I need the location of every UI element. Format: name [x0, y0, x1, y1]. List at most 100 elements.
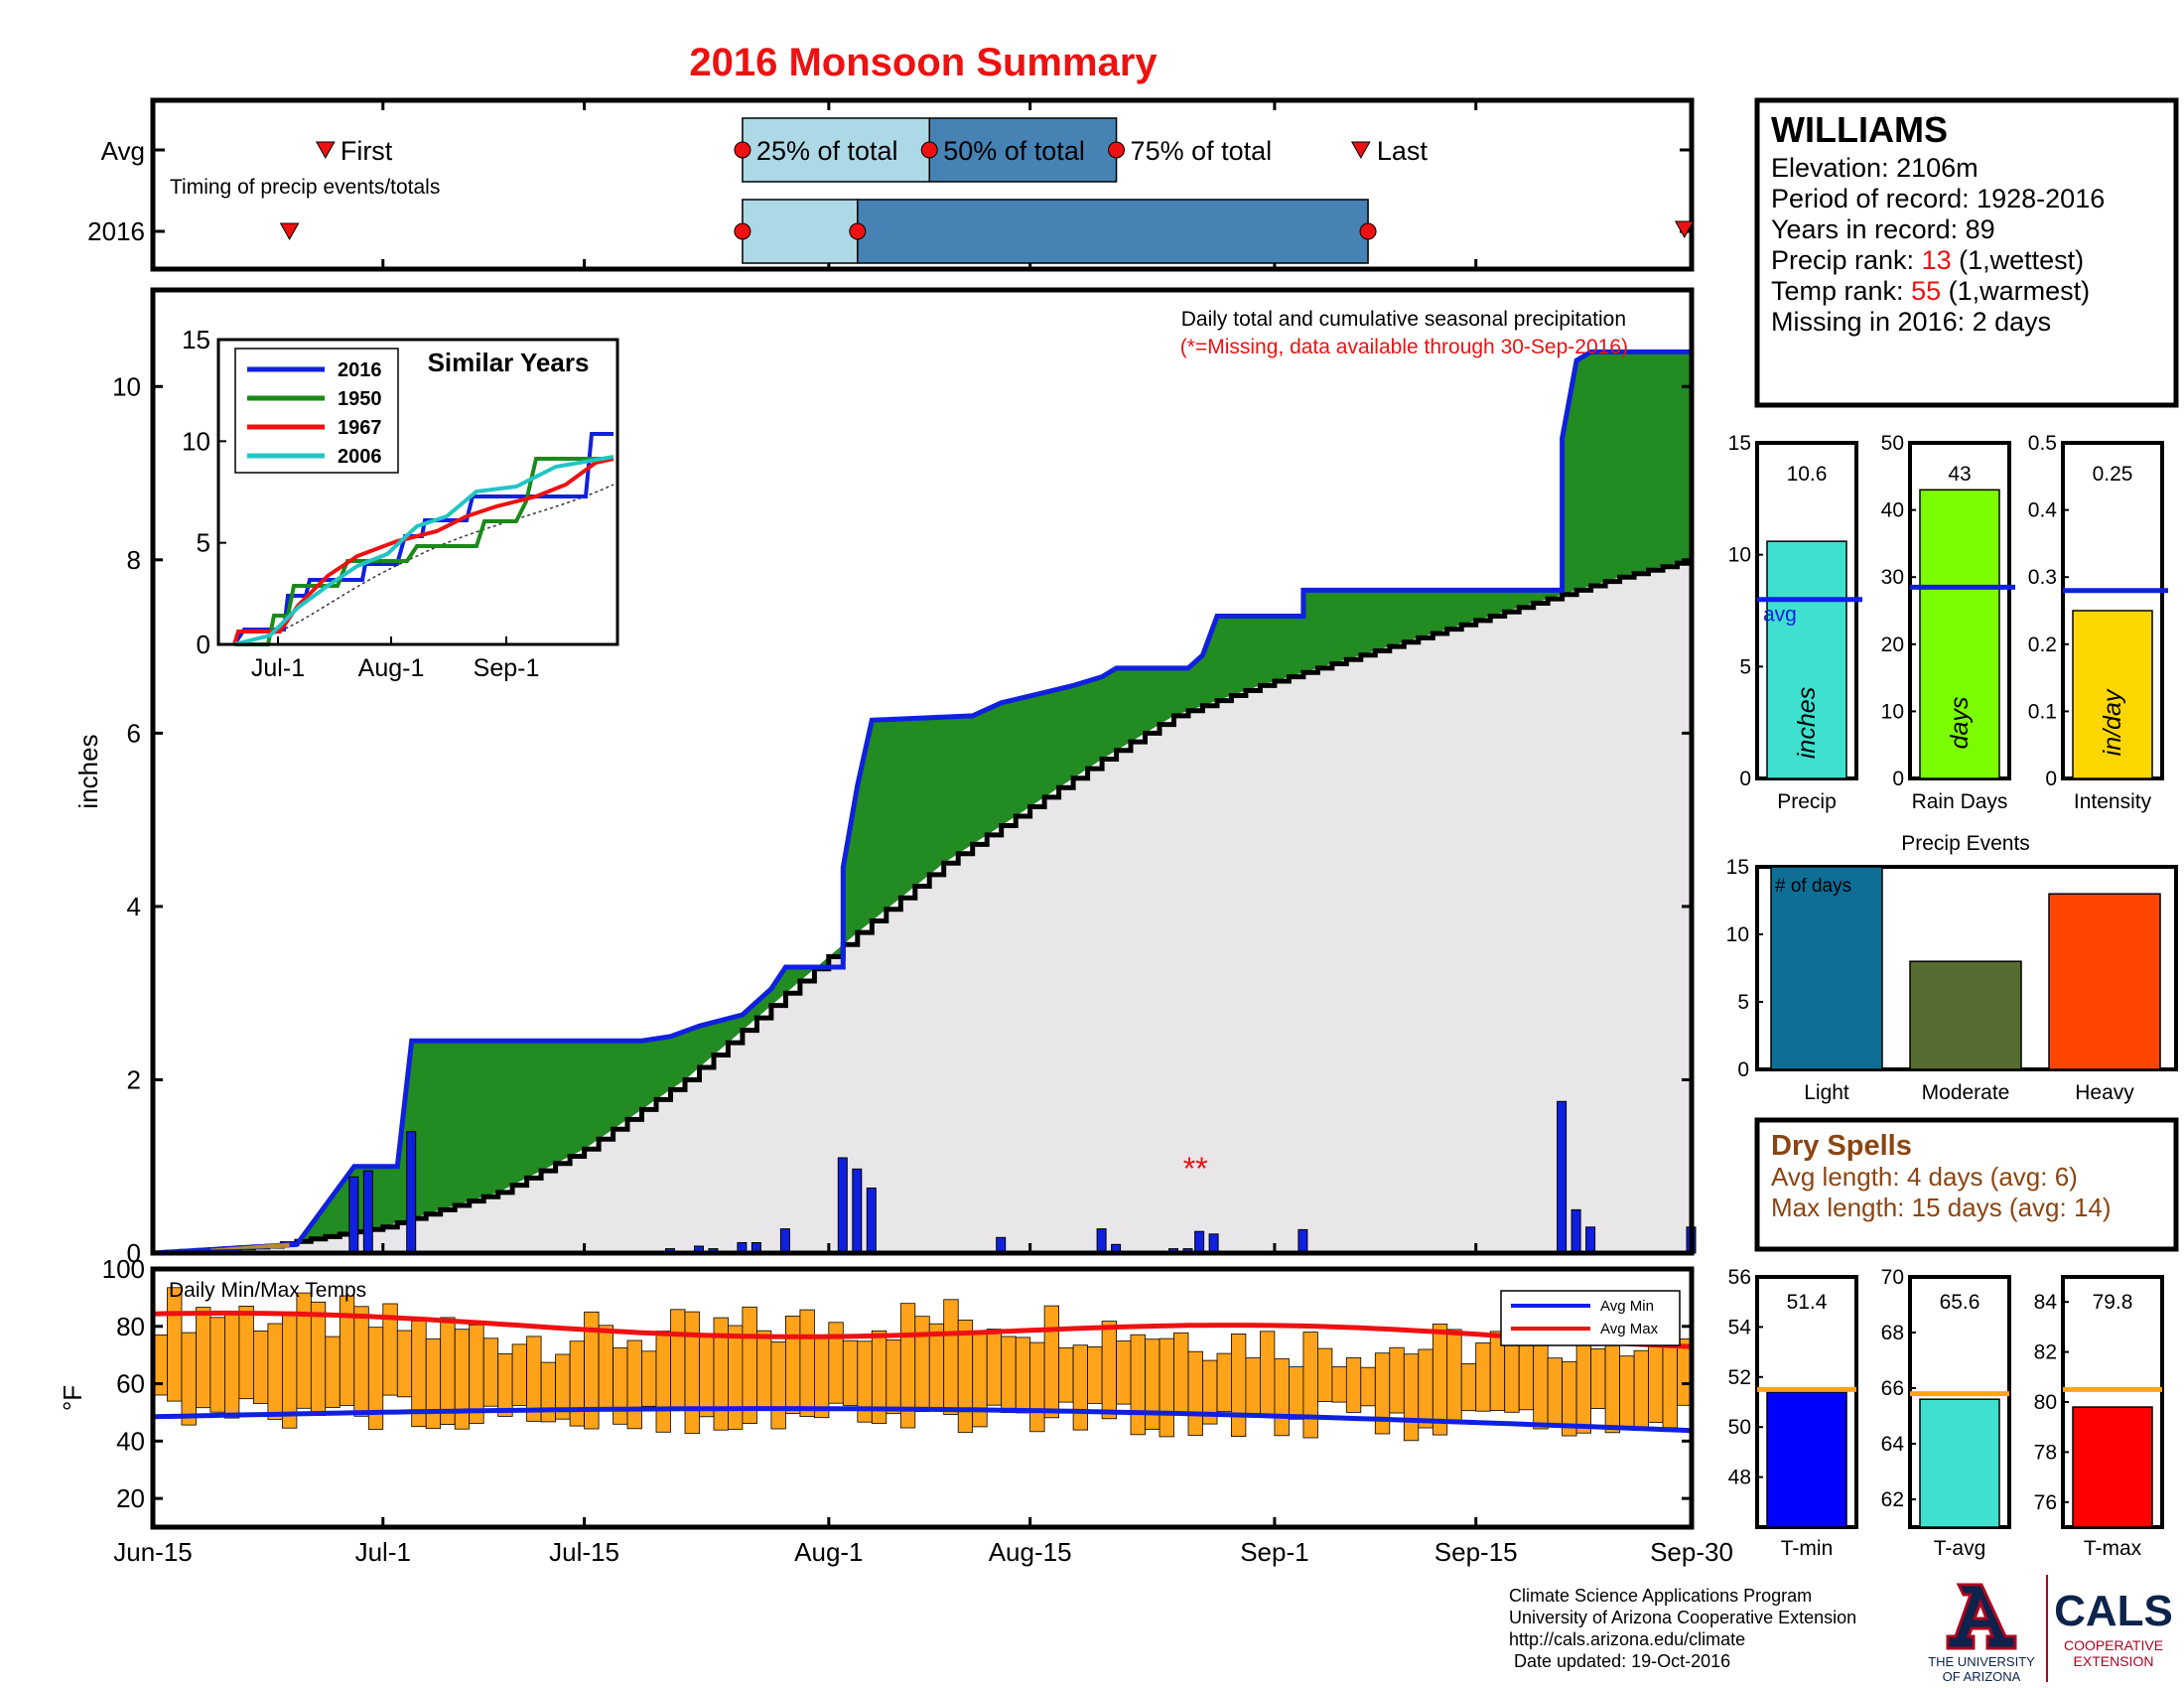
daily-precip-bar [1570, 1208, 1581, 1254]
timing-row-label-avg: Avg [101, 136, 145, 166]
temp-summary-x-label: T-min [1781, 1537, 1834, 1560]
daily-temp-range-bar [1058, 1346, 1074, 1403]
daily-temp-range-bar [814, 1335, 830, 1419]
daily-temp-range-bar [1116, 1340, 1132, 1405]
daily-temp-range-bar [626, 1339, 642, 1430]
daily-precip-bar [1096, 1228, 1107, 1254]
figure-title: 2016 Monsoon Summary [689, 41, 1158, 84]
temp-y-tick-label: 80 [116, 1312, 145, 1341]
summary-y-tick-label: 0.3 [2028, 566, 2057, 589]
precip-frame [150, 287, 1695, 1256]
timing-caption: Timing of precip events/totals [170, 176, 440, 199]
daily-temp-range-bar [756, 1330, 772, 1408]
summary-y-tick-label: 50 [1881, 432, 1904, 455]
x-tick-label: Sep-30 [1650, 1537, 1733, 1567]
summary-y-tick-label: 0 [2045, 768, 2057, 790]
daily-temp-range-bar [1331, 1366, 1347, 1403]
summary-y-tick-label: 15 [1728, 432, 1751, 455]
temp-summary-value-label: 51.4 [1787, 1291, 1828, 1314]
station-years: Years in record: 89 [1771, 214, 1995, 244]
inset-y-tick-label: 10 [182, 426, 210, 456]
summary-y-tick-label: 10 [1881, 700, 1904, 723]
precip-ylabel: inches [73, 734, 103, 808]
daily-precip-bar [362, 1170, 373, 1254]
daily-temp-range-bar [972, 1333, 988, 1428]
temp-y-tick-label: 100 [102, 1254, 145, 1284]
inset-y-tick-label: 15 [182, 325, 210, 354]
y-tick-label: 0 [127, 1238, 141, 1268]
y2016-first-marker [279, 222, 300, 241]
daily-temp-range-bar [1260, 1331, 1276, 1417]
summary-average-label: avg [1763, 604, 1797, 627]
daily-temp-range-bar [1130, 1334, 1146, 1436]
y-tick-label: 8 [127, 545, 141, 575]
daily-temp-range-bar [670, 1309, 686, 1408]
x-tick-label: Jul-1 [355, 1537, 411, 1567]
precip-note: Daily total and cumulative seasonal prec… [1181, 308, 1626, 331]
daily-temp-range-bar [1101, 1321, 1117, 1420]
daily-temp-range-bar [1274, 1357, 1290, 1437]
daily-temp-range-bar [1460, 1363, 1477, 1412]
summary-value-label: 0.25 [2093, 463, 2133, 486]
precip-chart: 0 2 4 6 8 10 inches Daily total and cumulativ… [73, 287, 1697, 1268]
legend-avg-max-label: Avg Max [1600, 1321, 1659, 1337]
dry-spells-max: Max length: 15 days (avg: 14) [1771, 1193, 2112, 1222]
daily-temp-range-bar [209, 1317, 225, 1413]
summary-y-tick-label: 0.4 [2028, 499, 2058, 522]
daily-precip-bar [837, 1157, 848, 1254]
dry-spells-title: Dry Spells [1771, 1130, 1912, 1162]
x-tick-label: Sep-1 [1240, 1537, 1308, 1567]
daily-temp-range-bar [1187, 1350, 1203, 1436]
footer-line-4: Date updated: 19-Oct-2016 [1509, 1651, 1730, 1671]
daily-temp-range-bar [1633, 1349, 1649, 1429]
precip-events-chart: Precip Events Light Moderate Heavy 0 5 10 15 # … [1726, 832, 2178, 1104]
daily-temp-range-bar [223, 1314, 240, 1419]
daily-precip-bar [1585, 1226, 1596, 1254]
daily-temp-range-bar [641, 1350, 657, 1407]
avg-q50-q75-box [928, 117, 1118, 183]
ua-text-line-1: THE UNIVERSITY [1928, 1654, 2035, 1669]
inset-y-tick-label: 0 [197, 630, 210, 659]
y-tick-label: 2 [127, 1064, 141, 1094]
y2016-last-marker [1674, 220, 1695, 239]
dry-spells-avg: Avg length: 4 days (avg: 6) [1771, 1162, 2078, 1192]
first-label: First [341, 136, 393, 166]
daily-temp-range-bar [267, 1323, 283, 1420]
events-category-label: Heavy [2075, 1081, 2134, 1104]
events-y-tick-label: 5 [1737, 991, 1749, 1014]
inset-average-line [233, 484, 614, 645]
average-cumulative-area [153, 559, 1692, 1253]
inset-legend-label: 2006 [338, 446, 382, 468]
y2016-q25-q50-box [742, 199, 859, 264]
summary-unit-label: in/day [2099, 688, 2126, 756]
summary-y-tick-label: 40 [1881, 499, 1904, 522]
daily-temp-range-bar [770, 1341, 786, 1430]
seasonal-summary-bars: 10.6 inches Precip 0 5 10 15 avg 43 days Rain Days… [1728, 432, 2168, 813]
daily-temp-range-bar [1029, 1341, 1045, 1433]
x-tick-label: Sep-15 [1434, 1537, 1518, 1567]
dry-spells-frame [1754, 1117, 2179, 1252]
x-tick-label: Aug-15 [989, 1537, 1072, 1567]
temperature-summary-bars: 51.4 T-min 48 50 52 54 56 65.6 T-avg 62 64 66 68 70 79… [1728, 1266, 2164, 1560]
x-tick-label: Aug-1 [794, 1537, 863, 1567]
early-season-brown-fill [209, 1242, 290, 1250]
summary-value-bar [1766, 540, 1847, 779]
temp-summary-x-label: T-max [2084, 1537, 2142, 1560]
timing-row-label-2016: 2016 [87, 216, 145, 246]
summary-value-bar [1919, 489, 2000, 779]
avg-last-marker [1350, 141, 1371, 160]
temp-summary-y-tick-label: 68 [1881, 1322, 1904, 1344]
temp-summary-y-tick-label: 70 [1881, 1266, 1904, 1289]
daily-temp-range-bar [482, 1337, 499, 1407]
daily-temp-range-bar [167, 1287, 183, 1402]
daily-temp-range-bar [1418, 1348, 1433, 1429]
cumulative-2016-line [152, 334, 1695, 1256]
daily-temp-range-bar [181, 1332, 197, 1426]
daily-temp-range-bar [785, 1316, 801, 1414]
daily-temp-range-bar [684, 1311, 700, 1435]
summary-value-label: 10.6 [1787, 463, 1828, 486]
temp-summary-y-tick-label: 80 [2034, 1391, 2057, 1414]
ua-text-line-2: OF ARIZONA [1943, 1669, 2021, 1684]
daily-precip-bar [779, 1228, 790, 1254]
temp-summary-y-tick-label: 62 [1881, 1488, 1904, 1511]
